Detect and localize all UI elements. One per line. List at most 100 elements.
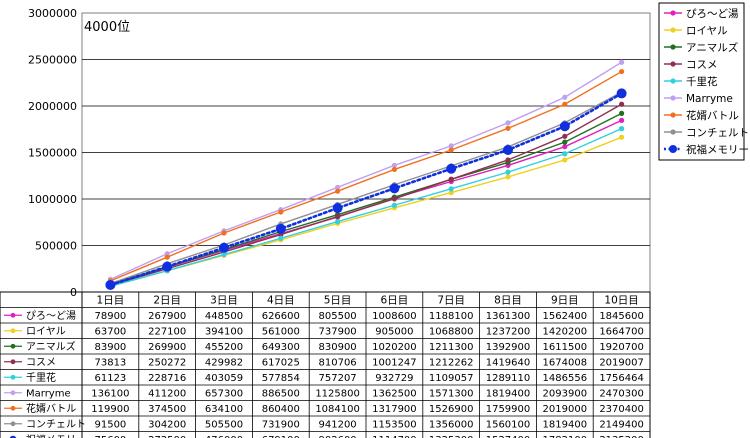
data-point — [389, 183, 400, 194]
table-cell: 1325300 — [429, 435, 474, 438]
table-cell: 75600 — [94, 435, 126, 438]
data-point — [562, 133, 568, 139]
table-cell: 1020200 — [372, 342, 417, 353]
table-cell: 1560100 — [486, 420, 531, 431]
data-point — [275, 223, 286, 234]
data-point — [562, 94, 568, 100]
table-cell: 2470300 — [599, 389, 644, 400]
table-marker — [10, 359, 16, 365]
data-point — [619, 68, 625, 75]
table-series-name: コスメ — [26, 358, 56, 369]
x-tick-label: 10日目 — [604, 295, 638, 307]
table-series-name: 千里花 — [26, 371, 56, 384]
table-cell: 886500 — [262, 389, 300, 400]
x-tick-label: 4日目 — [267, 295, 295, 307]
table-cell: 805500 — [319, 311, 357, 322]
table-cell: 411200 — [148, 389, 186, 400]
x-tick-label: 3日目 — [210, 295, 238, 307]
table-cell: 1109057 — [429, 373, 474, 384]
series-line — [109, 127, 623, 288]
legend-marker — [669, 145, 677, 153]
table-cell: 1562400 — [543, 311, 588, 322]
table-series-name: ロイヤル — [26, 327, 66, 338]
table-cell: 448500 — [205, 311, 243, 322]
table-cell: 860400 — [262, 404, 300, 415]
plot-area — [81, 12, 651, 293]
table-cell: 136100 — [91, 389, 129, 400]
legend-label: ロイヤル — [686, 25, 728, 37]
table-series-name: コンチェルト — [26, 419, 86, 431]
data-point — [391, 162, 397, 168]
table-cell: 679100 — [262, 435, 300, 438]
data-point — [335, 188, 341, 194]
table-cell: 657300 — [205, 389, 243, 400]
table-marker — [10, 374, 16, 380]
table-cell: 810706 — [319, 358, 357, 369]
table-cell: 1356000 — [429, 420, 474, 431]
series-line — [109, 70, 623, 282]
table-cell: 757207 — [319, 373, 357, 384]
table-cell: 1068800 — [429, 327, 474, 338]
series-line — [109, 61, 623, 281]
table-cell: 455200 — [205, 342, 243, 353]
table-cell: 228716 — [148, 373, 186, 384]
data-point — [562, 151, 568, 157]
data-point — [505, 125, 511, 131]
data-point — [335, 218, 341, 225]
table-cell: 1084100 — [315, 404, 360, 415]
data-point — [391, 202, 397, 208]
data-point — [619, 126, 625, 132]
table-cell: 1756464 — [599, 373, 644, 384]
table-cell: 1212262 — [429, 358, 474, 369]
data-point — [105, 279, 116, 290]
data-point — [278, 235, 284, 241]
table-cell: 374500 — [148, 404, 186, 415]
table-cell: 1486556 — [543, 373, 588, 384]
table-cell: 227100 — [148, 327, 186, 338]
table-marker — [10, 312, 16, 318]
table-cell: 1211300 — [429, 342, 474, 353]
legend-marker — [670, 95, 676, 101]
legend-marker — [670, 61, 676, 67]
table-cell: 634100 — [205, 404, 243, 415]
table-cell: 2019007 — [599, 358, 644, 369]
data-point — [335, 214, 341, 220]
data-point — [219, 242, 229, 253]
data-point — [562, 157, 568, 163]
data-point — [503, 144, 513, 155]
data-point — [505, 120, 511, 126]
table-cell: 429982 — [205, 358, 243, 369]
table-marker — [10, 390, 16, 396]
data-point — [448, 190, 454, 196]
table-cell: 731900 — [262, 420, 300, 431]
x-tick-label: 6日目 — [381, 295, 409, 307]
legend-label: 千里花 — [686, 75, 718, 88]
data-point — [505, 157, 511, 163]
legend-label: コンチェルト — [686, 127, 749, 139]
table-cell: 394100 — [205, 327, 243, 338]
legend-marker — [670, 78, 676, 84]
table-cell: 1420200 — [543, 327, 588, 338]
data-point — [448, 143, 454, 149]
table-cell: 1188100 — [429, 311, 474, 322]
table-cell: 403059 — [205, 373, 243, 384]
data-point — [391, 196, 397, 202]
table-cell: 83900 — [94, 342, 126, 353]
table-cell: 905000 — [375, 327, 413, 338]
series-9 — [105, 88, 627, 290]
data-point — [562, 101, 568, 107]
data-point — [619, 110, 625, 116]
table-cell: 1527400 — [486, 435, 531, 438]
series-7 — [107, 68, 625, 284]
table-cell: 1289110 — [486, 373, 531, 384]
table-cell: 1125800 — [315, 389, 360, 400]
data-point — [616, 88, 627, 99]
data-point — [162, 261, 173, 272]
legend-marker — [670, 10, 676, 16]
y-tick-label: 500000 — [35, 240, 77, 253]
table-cell: 91500 — [94, 420, 126, 431]
table-cell: 1819400 — [543, 420, 588, 431]
table-cell: 1526900 — [429, 404, 474, 415]
